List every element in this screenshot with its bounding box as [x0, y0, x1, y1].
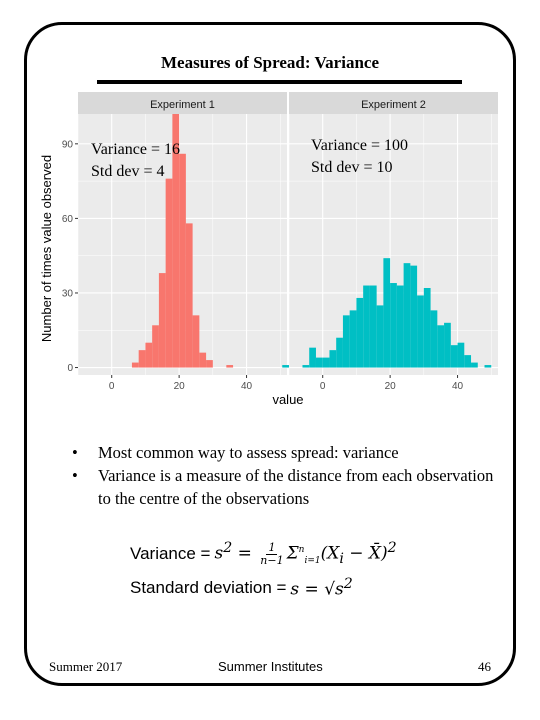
x-tick-label: 20 [385, 381, 397, 392]
histogram-bar [192, 315, 200, 368]
histogram-bar [282, 365, 289, 368]
histogram-bar [322, 357, 330, 368]
histogram-bar [450, 345, 458, 368]
panel-title: Experiment 1 [150, 99, 215, 111]
histogram-bar [145, 342, 153, 368]
exp1-variance-text: Variance = 16 [91, 141, 180, 158]
histogram-bar [410, 265, 418, 368]
exp2-variance-text: Variance = 100 [311, 137, 408, 154]
exp2-std-text: Std dev = 10 [311, 159, 393, 176]
histogram-bar [152, 325, 159, 368]
histogram-bar [329, 350, 337, 368]
x-tick-label: 0 [109, 381, 115, 392]
histogram-bar [138, 350, 146, 368]
panel-title: Experiment 2 [361, 99, 426, 111]
histogram-bar [302, 365, 310, 368]
histogram-bar [165, 178, 173, 368]
variance-label: Variance = [130, 544, 211, 563]
bullet-item: • Most common way to assess spread: vari… [72, 441, 502, 464]
histogram-bar [179, 153, 186, 368]
histogram-bar [369, 285, 377, 368]
histogram-bar [131, 362, 139, 368]
exp1-std-text: Std dev = 4 [91, 163, 165, 180]
x-axis-title: value [272, 392, 303, 407]
std-formula: Standard deviation = s = √s2 [130, 571, 397, 605]
histogram-bar [437, 325, 445, 368]
footer-date: Summer 2017 [49, 659, 123, 674]
histogram-bar [383, 258, 391, 368]
histogram-bar [376, 305, 384, 368]
histogram-bar [423, 288, 431, 368]
histogram-bar [417, 295, 424, 368]
histogram-bar [471, 362, 478, 368]
x-tick-label: 40 [241, 381, 253, 392]
histogram-chart: Experiment 1 0 20 40 Experiment 2 0 20 40 0 30 60 9… [39, 92, 498, 407]
title-underline [97, 80, 462, 84]
histogram-bar [444, 322, 451, 368]
exp1-annotation: Variance = 16 Std dev = 4 [91, 139, 180, 183]
histogram-bar [336, 337, 343, 368]
fraction: 1 n−1 [260, 541, 284, 568]
footer-organization: Summer Institutes [218, 659, 323, 674]
y-tick-label: 0 [67, 363, 73, 374]
bullet-item: • Variance is a measure of the distance … [72, 464, 502, 510]
histogram-bar [226, 365, 234, 368]
bullet-list: • Most common way to assess spread: vari… [72, 441, 502, 510]
panel-strip [289, 92, 498, 114]
histogram-bar [315, 357, 323, 368]
variance-formula: Variance = s2 = 1 n−1 Σni=1(Xi − X̄)2 [130, 537, 397, 571]
histogram-bar [484, 365, 492, 368]
histogram-bar [158, 273, 166, 368]
y-axis-title: Number of times value observed [39, 155, 54, 342]
x-tick-label: 0 [320, 381, 326, 392]
y-tick-label: 30 [62, 288, 74, 299]
y-tick-label: 60 [62, 214, 74, 225]
footer-page-number: 46 [478, 659, 491, 674]
bullet-text: Most common way to assess spread: varian… [98, 443, 399, 462]
histogram-bar [342, 315, 350, 368]
slide-title: Measures of Spread: Variance [160, 53, 379, 72]
x-tick-label: 20 [174, 381, 186, 392]
bullet-text: Variance is a measure of the distance fr… [98, 466, 494, 508]
formula-block: Variance = s2 = 1 n−1 Σni=1(Xi − X̄)2 Stan… [130, 537, 397, 605]
histogram-bar [464, 355, 472, 368]
histogram-bar [390, 283, 397, 368]
histogram-bar [206, 360, 213, 368]
histogram-bar [185, 223, 193, 368]
bullet-dot-icon: • [72, 466, 78, 485]
histogram-bar [309, 347, 316, 368]
histogram-bar [199, 352, 207, 368]
slide-frame [24, 22, 516, 686]
std-label: Standard deviation = [130, 578, 287, 597]
std-expression: s = √s2 [290, 576, 353, 600]
exp2-annotation: Variance = 100 Std dev = 10 [311, 135, 408, 179]
histogram-bar [403, 263, 411, 368]
histogram-bar [356, 297, 364, 368]
panel-strip [78, 92, 287, 114]
histogram-bar [457, 342, 465, 368]
histogram-bar [396, 285, 404, 368]
histogram-bar [172, 114, 180, 368]
variance-expression: s2 = 1 n−1 Σni=1(Xi − X̄)2 [214, 540, 397, 568]
y-tick-label: 90 [62, 139, 74, 150]
histogram-bar [430, 310, 438, 368]
histogram-bar [349, 310, 357, 368]
histogram-bar [363, 285, 370, 368]
bullet-dot-icon: • [72, 443, 78, 462]
x-tick-label: 40 [452, 381, 464, 392]
